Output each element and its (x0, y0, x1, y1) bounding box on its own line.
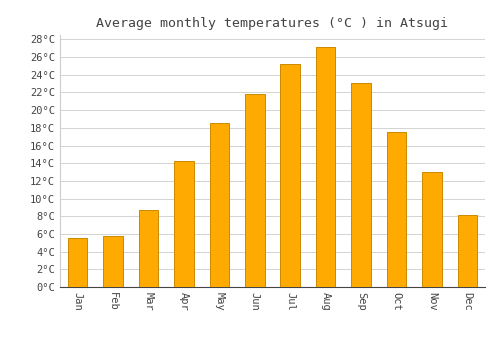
Bar (352, 83, 371, 287)
Bar (386, 132, 406, 287)
Bar (458, 215, 477, 287)
Bar (139, 210, 158, 287)
Bar (316, 47, 336, 287)
Bar (104, 236, 123, 287)
Bar (422, 172, 442, 287)
Bar (210, 122, 229, 287)
Title: Average monthly temperatures (°C ) in Atsugi: Average monthly temperatures (°C ) in At… (96, 17, 448, 30)
Bar (68, 238, 87, 287)
Bar (280, 64, 300, 287)
Bar (174, 161, 194, 287)
Bar (245, 94, 264, 287)
